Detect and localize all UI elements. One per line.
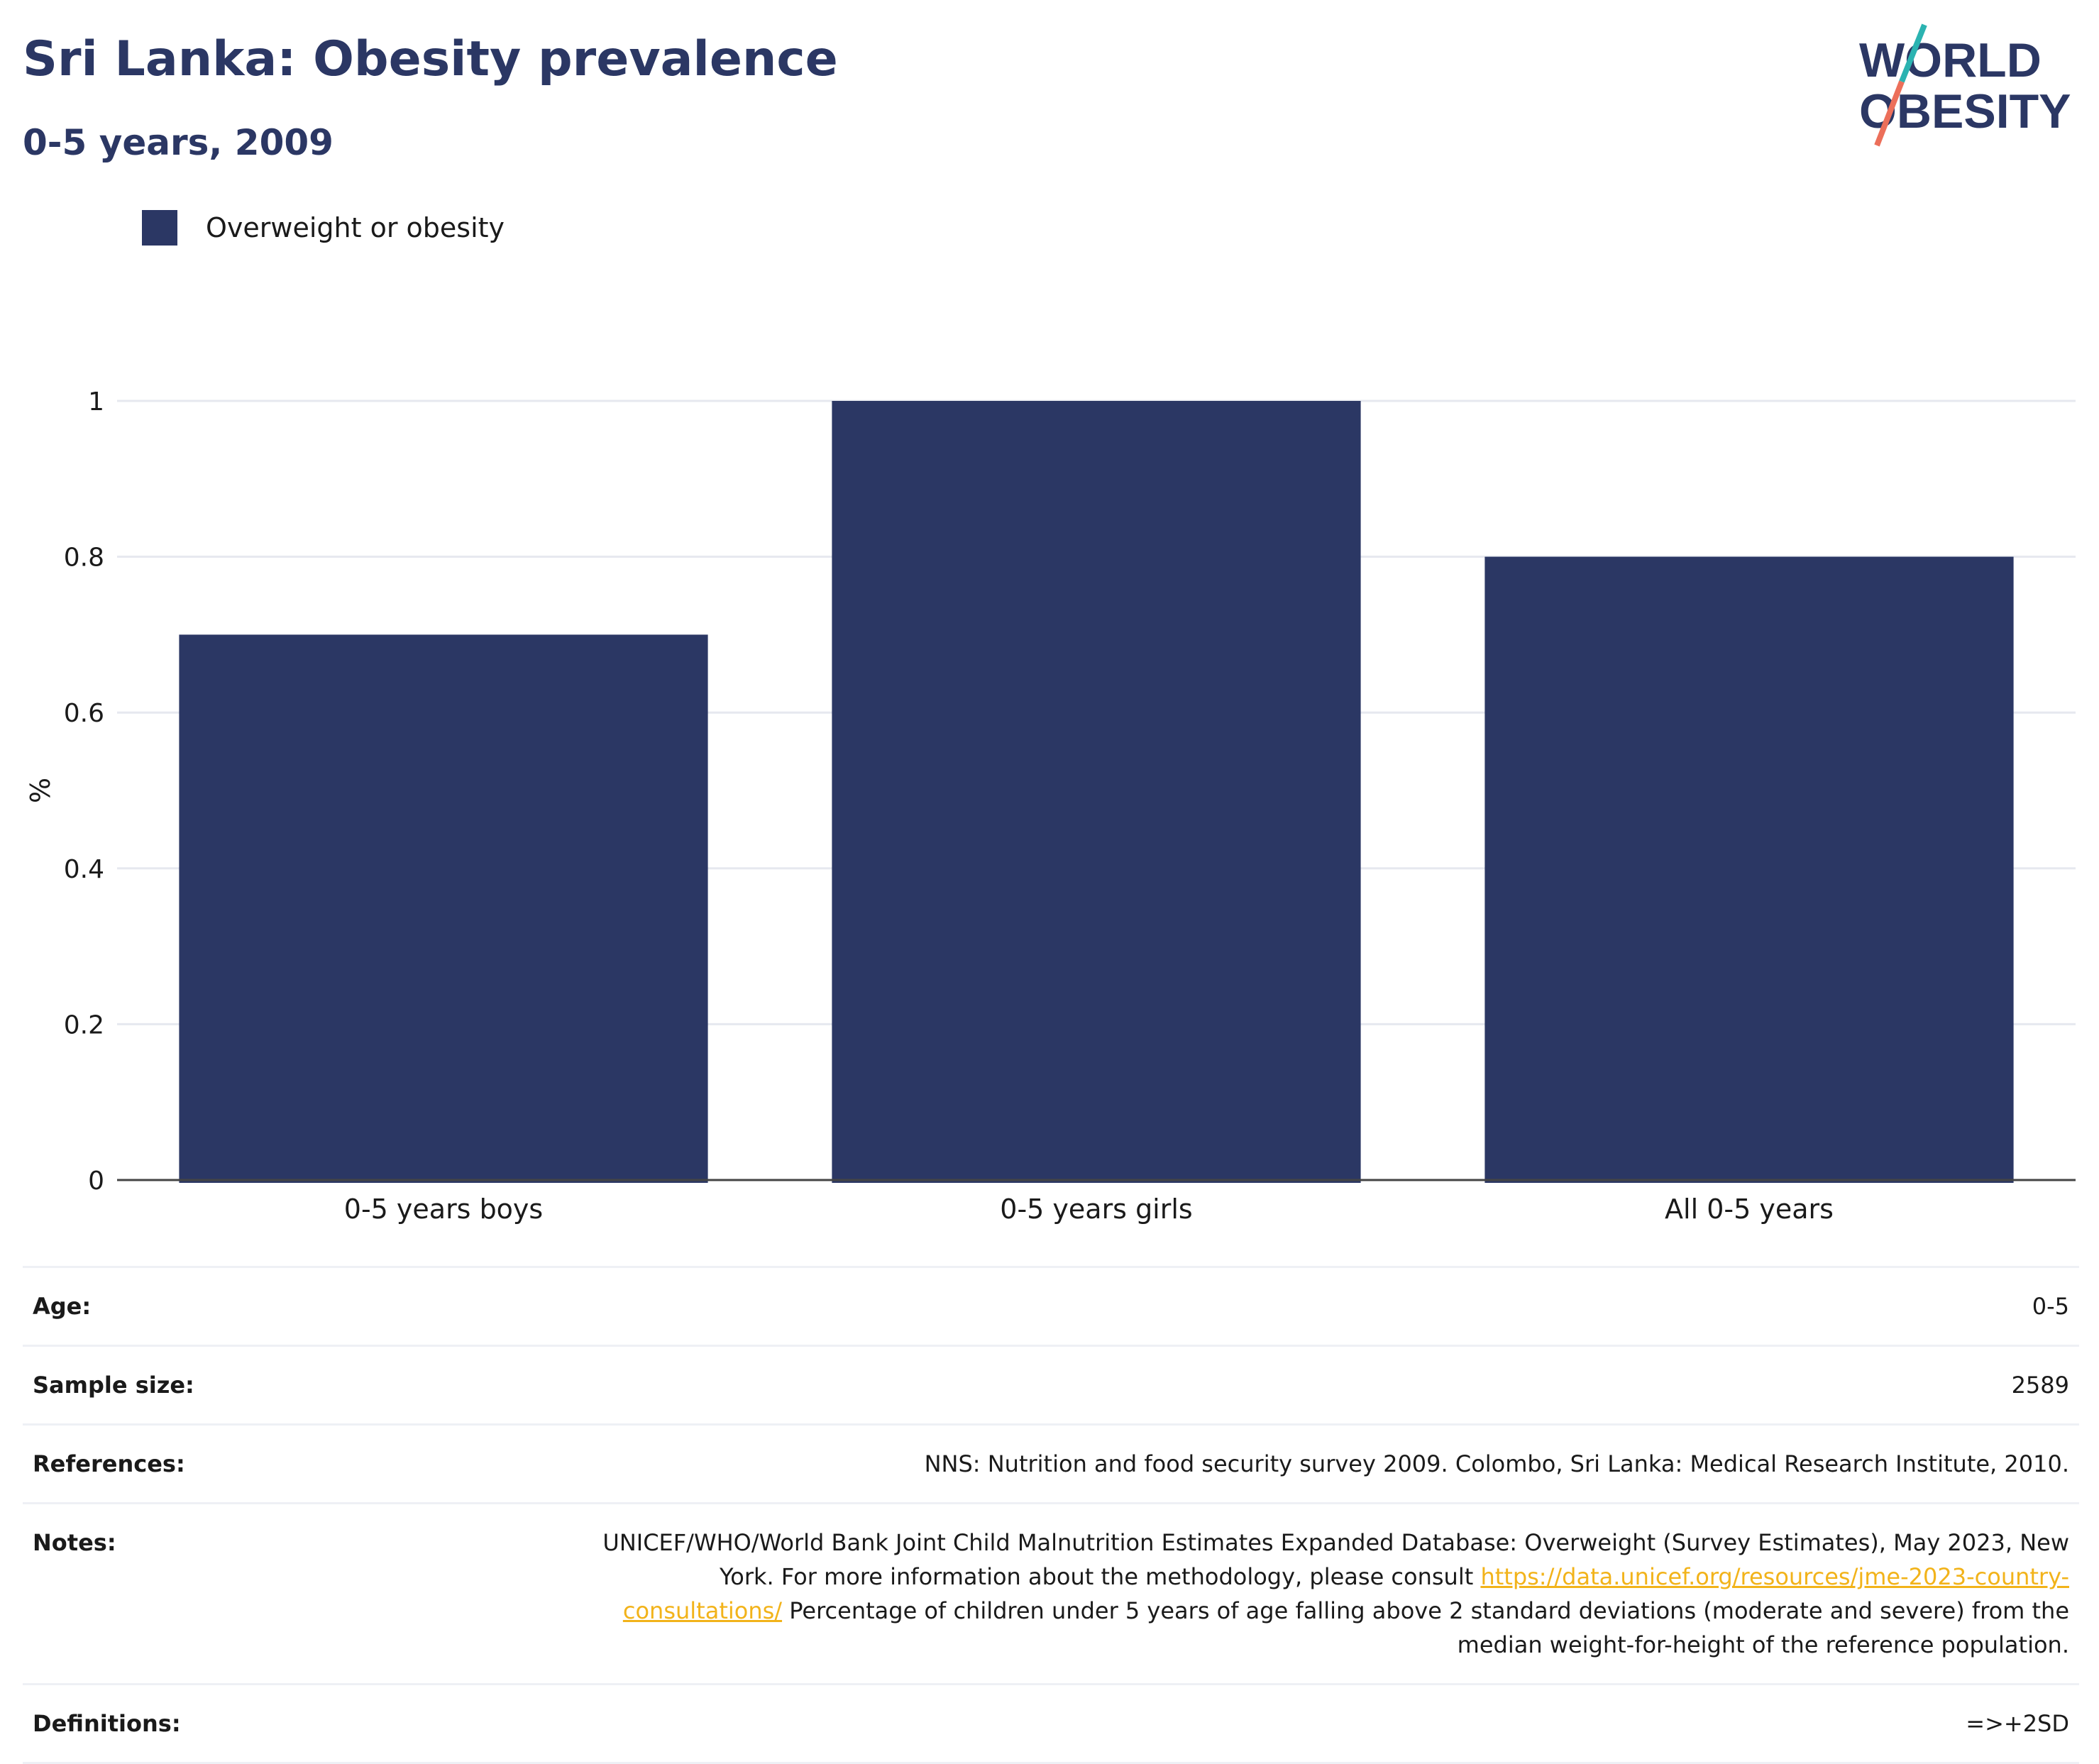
legend-label: Overweight or obesity [206,212,505,243]
notes-value: UNICEF/WHO/World Bank Joint Child Malnut… [579,1526,2069,1662]
y-tick-label: 0 [88,1167,104,1196]
legend-swatch [142,210,177,246]
age-value: 0-5 [2032,1293,2069,1320]
references-label: References: [33,1450,185,1477]
bar-chart: 0 0.2 0.4 0.6 0.8 1% 0-5 years boys 0-5 years g… [25,387,2076,1225]
info-row-age: Age: 0-5 [23,1268,2079,1347]
info-row-definitions: Definitions: =>+2SD [23,1685,2079,1764]
age-label: Age: [33,1293,92,1320]
notes-text-1: UNICEF/WHO/World Bank Joint Child Malnut… [602,1529,2069,1590]
bar [179,634,708,1183]
x-tick-label: All 0-5 years [1665,1194,1834,1225]
y-tick-label: 1 [88,387,104,417]
page-subtitle: 0-5 years, 2009 [23,122,334,163]
y-tick-label: 0.4 [64,855,104,884]
chart-legend: Overweight or obesity [142,210,505,246]
info-row-notes: Notes: UNICEF/WHO/World Bank Joint Child… [23,1504,2079,1685]
y-tick-label: 0.8 [64,544,104,573]
bar-layer [179,401,2014,1183]
axis-layer: 0 0.2 0.4 0.6 0.8 1% 0-5 years boys 0-5 years g… [25,387,2076,1225]
sample-size-label: Sample size: [33,1372,194,1399]
info-row-sample-size: Sample size: 2589 [23,1347,2079,1426]
y-tick-label: 0.6 [64,699,104,728]
methodology-link[interactable]: https://data.unicef.org/resources/jme-20… [622,1563,2069,1624]
notes-label: Notes: [33,1529,116,1556]
svg-text:WORLD: WORLD [1859,33,2042,87]
definitions-value: =>+2SD [1966,1710,2069,1737]
x-tick-label: 0-5 years boys [344,1194,543,1225]
references-value: NNS: Nutrition and food security survey … [924,1450,2069,1477]
bar [832,401,1361,1183]
bar [1484,556,2014,1183]
notes-text-2: Percentage of children under 5 years of … [782,1597,2069,1658]
world-obesity-logo: WORLD OBESITY [1859,23,2071,147]
info-row-references: References: NNS: Nutrition and food secu… [23,1426,2079,1504]
x-tick-label: 0-5 years girls [1000,1194,1192,1225]
info-table: Age: 0-5 Sample size: 2589 References: N… [23,1266,2079,1764]
definitions-label: Definitions: [33,1710,181,1737]
y-tick-label: 0.2 [64,1010,104,1040]
sample-size-value: 2589 [2011,1372,2069,1399]
y-axis-label: % [25,778,56,803]
page-title: Sri Lanka: Obesity prevalence [23,31,838,87]
